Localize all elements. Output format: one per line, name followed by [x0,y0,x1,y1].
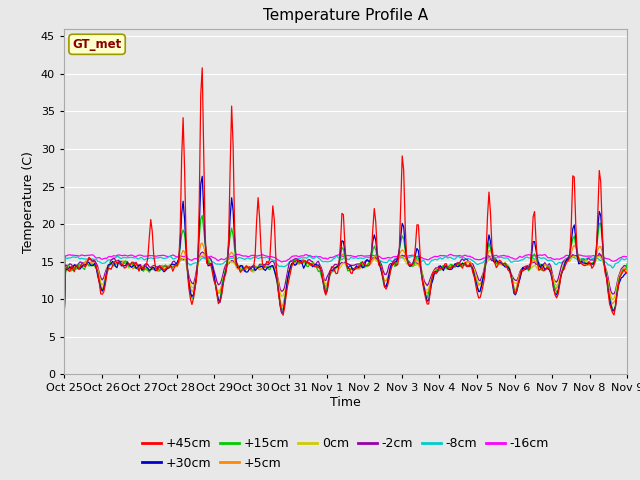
0cm [351,265,359,271]
+45cm [463,264,471,269]
+30cm [547,270,555,276]
+30cm [79,263,87,268]
0cm [200,251,207,257]
Line: +15cm: +15cm [64,216,627,324]
-8cm [623,256,631,262]
-16cm [350,253,358,259]
+30cm [623,269,631,275]
Y-axis label: Temperature (C): Temperature (C) [22,151,35,252]
-2cm [198,249,206,255]
0cm [79,264,87,270]
+45cm [97,291,104,297]
Text: GT_met: GT_met [72,38,122,51]
-8cm [547,257,555,263]
Line: -8cm: -8cm [64,256,627,284]
+30cm [351,265,359,271]
-8cm [97,260,104,265]
-16cm [620,253,628,259]
Line: +30cm: +30cm [64,176,627,322]
-2cm [351,262,359,268]
+30cm [60,319,68,325]
-2cm [79,260,87,266]
X-axis label: Time: Time [330,396,361,409]
0cm [97,280,104,286]
+15cm [60,322,68,327]
-8cm [410,253,418,259]
+15cm [623,261,631,266]
-2cm [97,275,104,280]
+15cm [547,268,555,274]
-16cm [79,252,87,258]
-8cm [620,257,628,263]
Line: -16cm: -16cm [64,254,627,277]
-2cm [60,317,68,323]
Legend: +45cm, +30cm, +15cm, +5cm, 0cm, -2cm, -8cm, -16cm: +45cm, +30cm, +15cm, +5cm, 0cm, -2cm, -8… [137,432,554,475]
+45cm [60,321,68,326]
+5cm [547,269,555,275]
+5cm [620,265,628,271]
+45cm [620,267,628,273]
+45cm [79,261,87,267]
0cm [463,259,471,264]
+30cm [620,272,628,277]
+15cm [620,267,628,273]
+5cm [463,259,471,265]
-2cm [547,263,555,269]
Line: -2cm: -2cm [64,252,627,320]
-2cm [463,256,471,262]
-16cm [447,252,454,257]
+45cm [351,265,359,271]
+30cm [97,286,104,291]
-8cm [463,256,471,262]
+15cm [198,213,206,218]
+5cm [60,318,68,324]
Line: 0cm: 0cm [64,254,627,323]
+30cm [463,264,471,269]
+45cm [198,65,206,71]
+5cm [97,283,104,288]
Title: Temperature Profile A: Temperature Profile A [263,9,428,24]
-16cm [463,253,471,259]
Line: +45cm: +45cm [64,68,627,324]
-2cm [620,263,628,268]
-8cm [350,255,358,261]
+15cm [79,265,87,271]
-16cm [60,274,68,280]
+5cm [351,265,359,271]
-2cm [623,264,631,270]
-8cm [60,281,68,287]
+15cm [463,263,471,268]
Line: +5cm: +5cm [64,243,627,321]
+45cm [623,269,631,275]
-16cm [97,256,104,262]
-16cm [623,254,631,260]
+5cm [79,264,87,269]
-8cm [79,256,87,262]
+15cm [351,267,359,273]
0cm [547,269,555,275]
+45cm [547,268,555,274]
+5cm [198,240,206,246]
0cm [620,265,628,271]
-16cm [547,255,555,261]
+30cm [198,173,206,179]
0cm [623,268,631,274]
0cm [60,320,68,325]
+5cm [623,266,631,272]
+15cm [97,285,104,290]
